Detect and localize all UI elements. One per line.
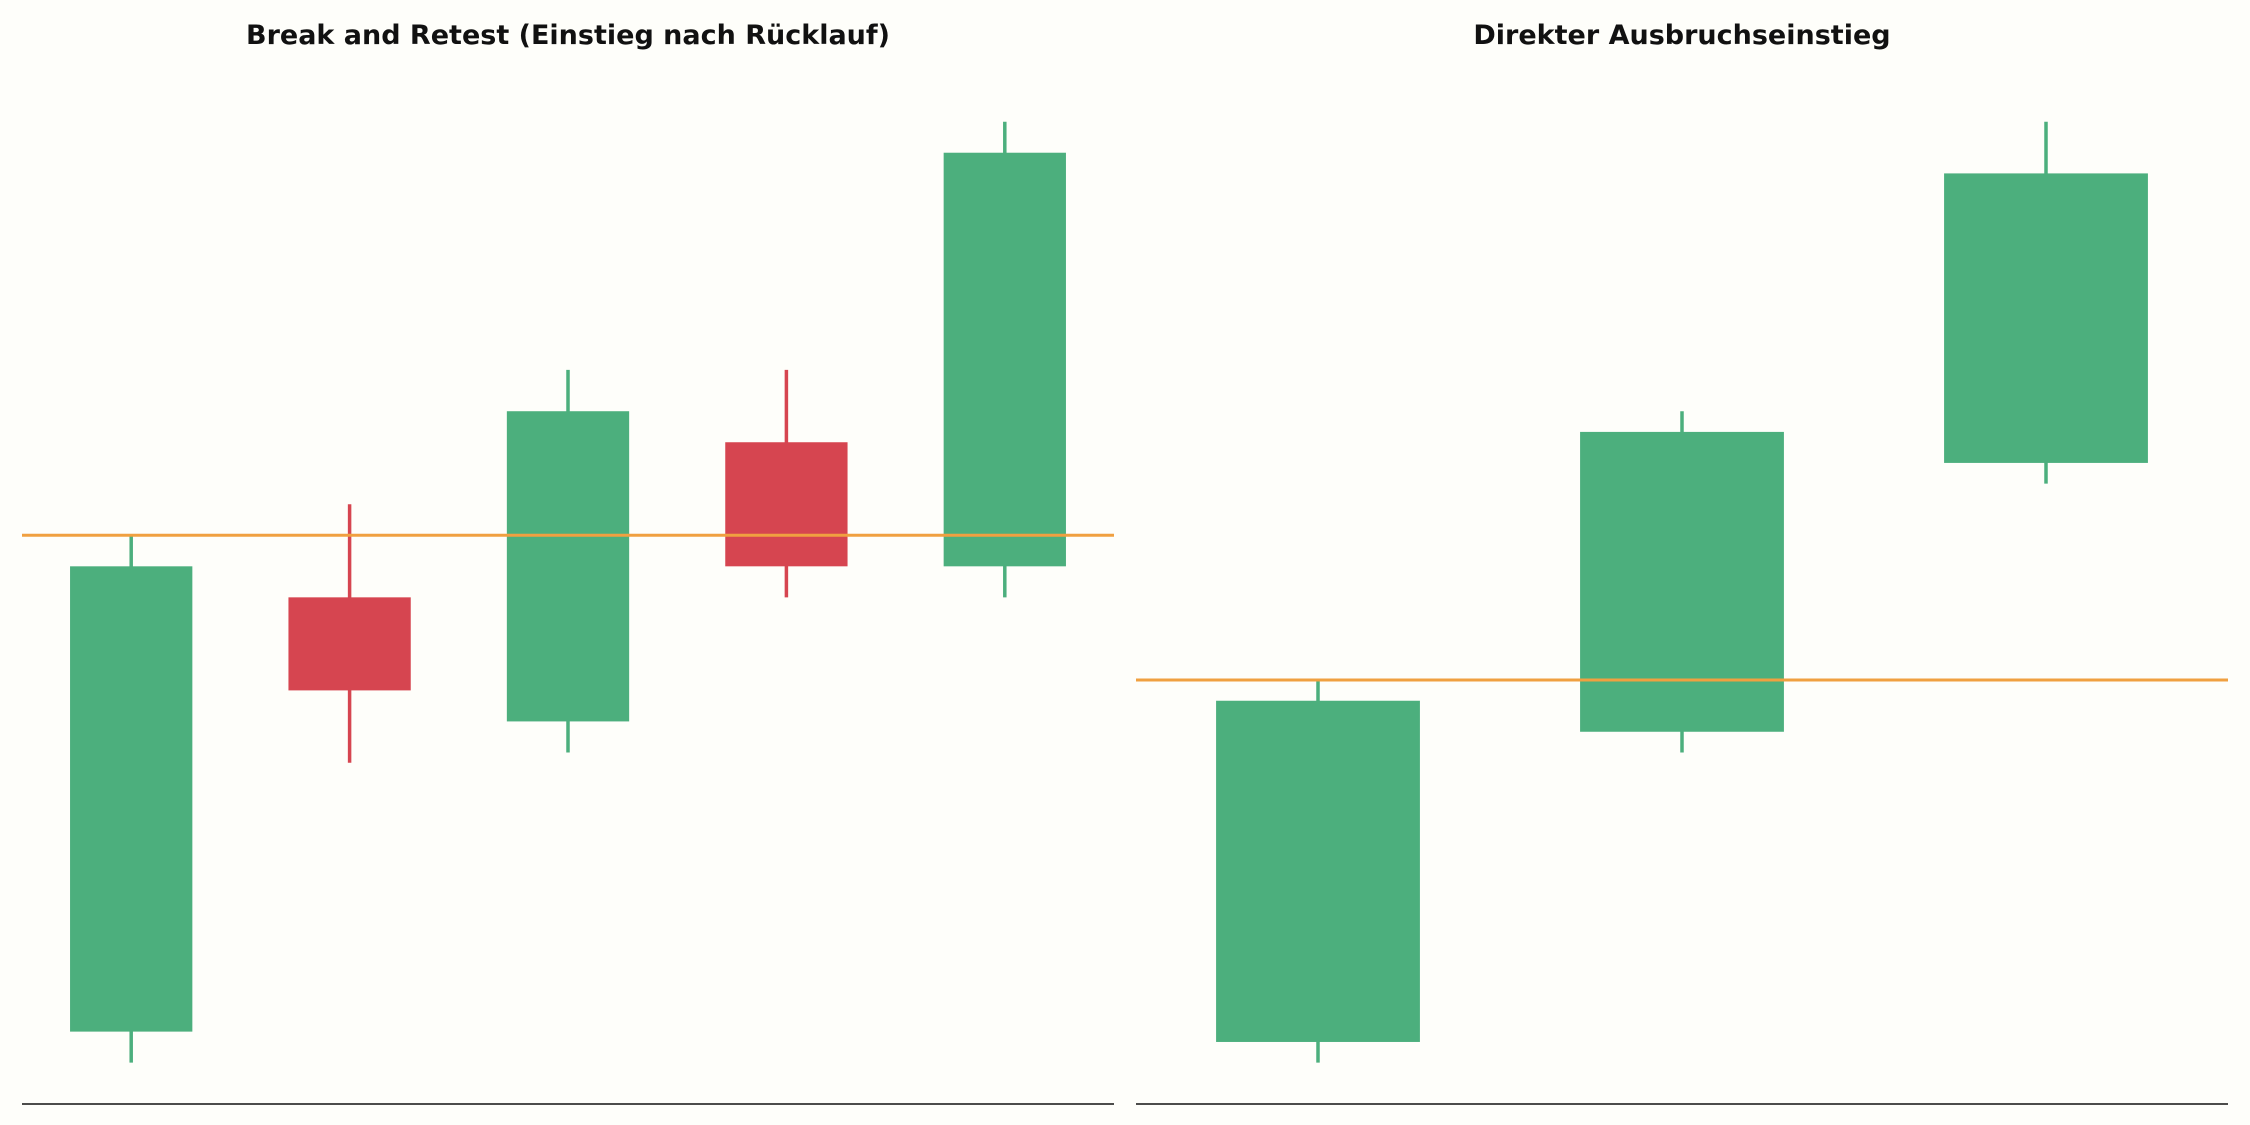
candle-5-body bbox=[943, 152, 1066, 567]
candle-2-body bbox=[1580, 431, 1784, 732]
chart-direct-breakout: Direkter Ausbruchseinstieg bbox=[1136, 20, 2228, 1105]
candle-3-body bbox=[1944, 173, 2148, 463]
candles-group bbox=[70, 121, 1066, 1063]
chart-title: Direkter Ausbruchseinstieg bbox=[1473, 20, 1890, 51]
candle-4-body bbox=[725, 442, 848, 567]
candle-3-body bbox=[506, 411, 630, 722]
candle-2-body bbox=[288, 597, 411, 691]
candle-1-body bbox=[1216, 700, 1420, 1042]
chart-break-and-retest: Break and Retest (Einstieg nach Rücklauf… bbox=[22, 20, 1114, 1105]
candle-1-body bbox=[70, 566, 193, 1032]
chart-title: Break and Retest (Einstieg nach Rücklauf… bbox=[246, 20, 890, 51]
candles-group bbox=[1216, 121, 2148, 1063]
